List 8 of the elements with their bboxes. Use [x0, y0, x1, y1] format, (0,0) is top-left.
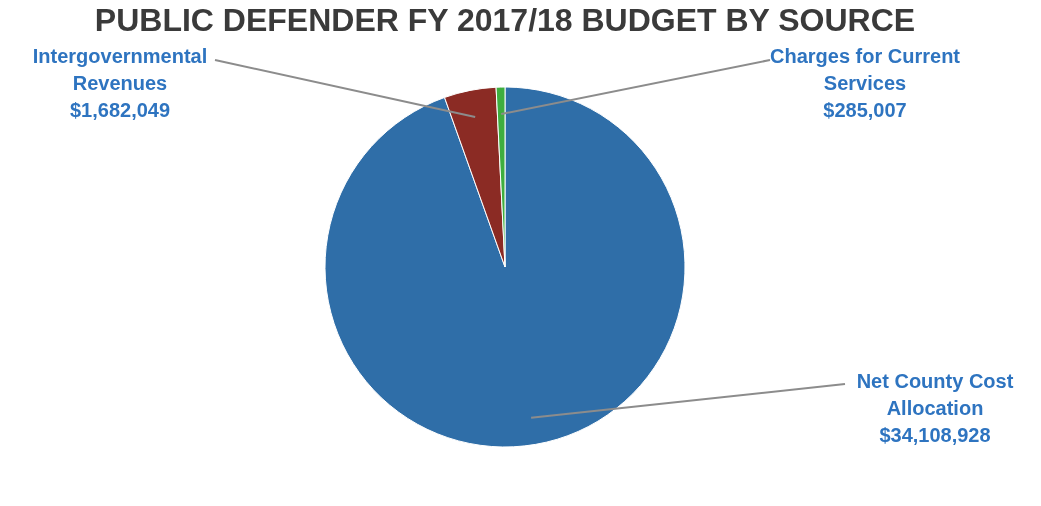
pie-slice: [324, 86, 686, 448]
slice-label: Charges for Current Services: [769, 45, 961, 94]
data-label: $34,108,928: [879, 424, 991, 446]
data-label: $1,682,049: [69, 99, 171, 121]
slice-label: Net County Cost Allocation: [856, 370, 1014, 419]
chart-title: PUBLIC DEFENDER FY 2017/18 BUDGET BY SOURCE: [94, 2, 916, 38]
slice-label: Intergovernmental Revenues: [32, 45, 208, 94]
data-label: $285,007: [823, 99, 907, 121]
